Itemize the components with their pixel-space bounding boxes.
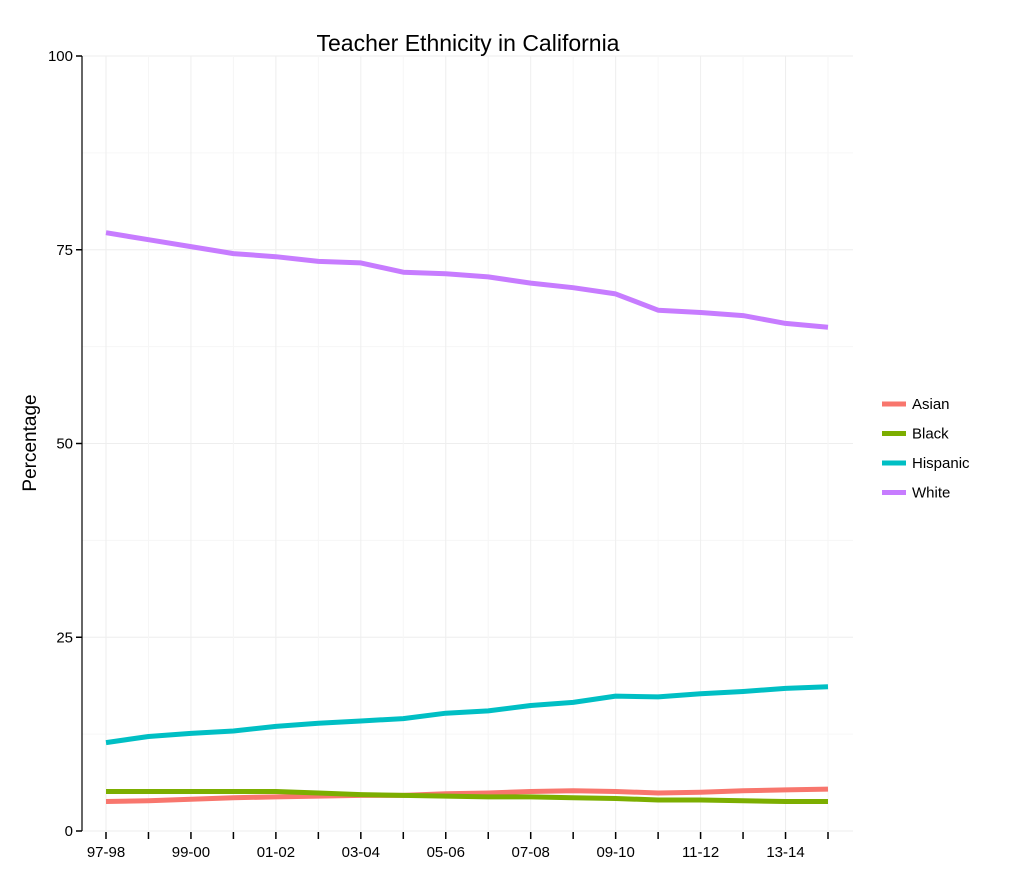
y-tick-label: 50: [56, 436, 73, 453]
series-line-hispanic: [105, 684, 829, 746]
x-tick-label: 09-10: [596, 844, 634, 861]
y-tick-label: 0: [65, 823, 73, 840]
legend-label-asian: Asian: [912, 396, 950, 413]
y-tick-label: 25: [56, 629, 73, 646]
chart-title: Teacher Ethnicity in California: [317, 30, 620, 56]
x-tick-label: 13-14: [766, 844, 804, 861]
x-tick-label: 03-04: [342, 844, 380, 861]
legend: Asian Black Hispanic White: [882, 396, 970, 502]
axes: 0 25 50 75 100 97-98 99-00 01-02 03-04 05-06 07-08…: [48, 48, 829, 861]
y-tick-label: 100: [48, 48, 73, 65]
grid: [82, 55, 853, 832]
x-tick-label: 97-98: [87, 844, 125, 861]
legend-label-white: White: [912, 485, 950, 502]
legend-label-hispanic: Hispanic: [912, 455, 970, 472]
legend-label-black: Black: [912, 426, 949, 443]
y-axis-title: Percentage: [20, 394, 41, 491]
x-tick-label: 11-12: [682, 844, 719, 861]
x-tick-label: 01-02: [257, 844, 295, 861]
x-tick-label: 07-08: [512, 844, 550, 861]
x-tick-label: 05-06: [427, 844, 465, 861]
y-tick-label: 75: [56, 242, 73, 259]
series-line-asian: [105, 786, 829, 804]
series-line-white: [105, 230, 829, 330]
series-line-black: [106, 789, 828, 804]
x-tick-label: 99-00: [172, 844, 210, 861]
series-lines: [105, 230, 829, 804]
